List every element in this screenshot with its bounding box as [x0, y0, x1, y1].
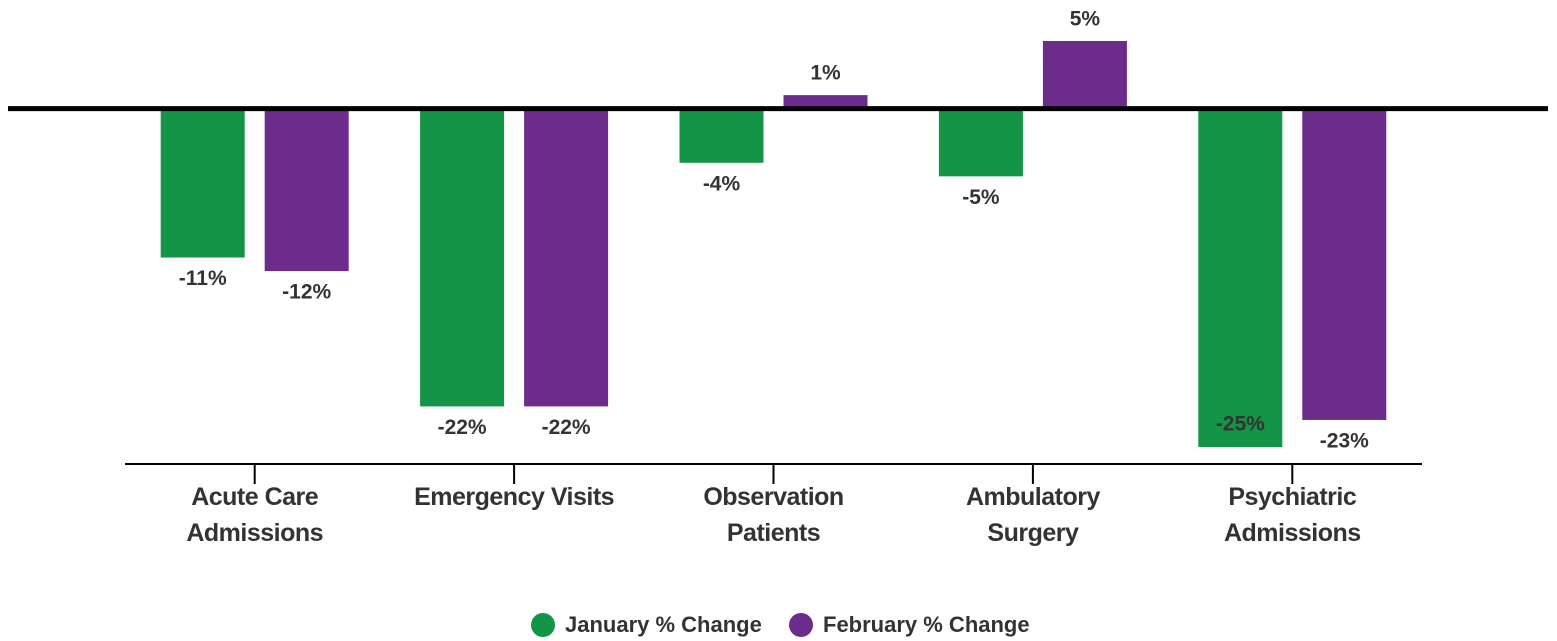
bar [1042, 41, 1127, 109]
value-label: -5% [962, 186, 1000, 209]
bar [938, 108, 1023, 177]
x-tick-label: Acute Care Admissions [186, 483, 324, 547]
value-label: -11% [179, 267, 227, 290]
bar [679, 108, 764, 163]
bar [264, 108, 349, 272]
legend-label: February % Change [823, 612, 1030, 637]
bar [160, 108, 245, 258]
value-label: -4% [703, 172, 741, 195]
bar [524, 108, 609, 407]
value-label: -22% [438, 416, 487, 439]
x-tick-label: Psychiatric Admissions [1223, 483, 1361, 547]
bar [420, 108, 505, 407]
value-label: -12% [282, 281, 331, 304]
bar [1302, 108, 1387, 420]
value-label: -25% [1216, 413, 1265, 436]
bar [783, 95, 868, 109]
x-tick-label: Ambulatory Surgery [965, 483, 1100, 547]
value-label: 5% [1070, 8, 1101, 31]
value-label: -23% [1320, 429, 1369, 452]
legend-swatch [789, 613, 813, 637]
legend-swatch [531, 613, 555, 637]
x-tick-label: Observation Patients [703, 483, 844, 547]
bar [1198, 108, 1283, 448]
value-label: 1% [810, 62, 841, 85]
legend-label: January % Change [565, 612, 762, 637]
value-label: -22% [542, 416, 591, 439]
x-tick-label: Emergency Visits [414, 483, 615, 511]
